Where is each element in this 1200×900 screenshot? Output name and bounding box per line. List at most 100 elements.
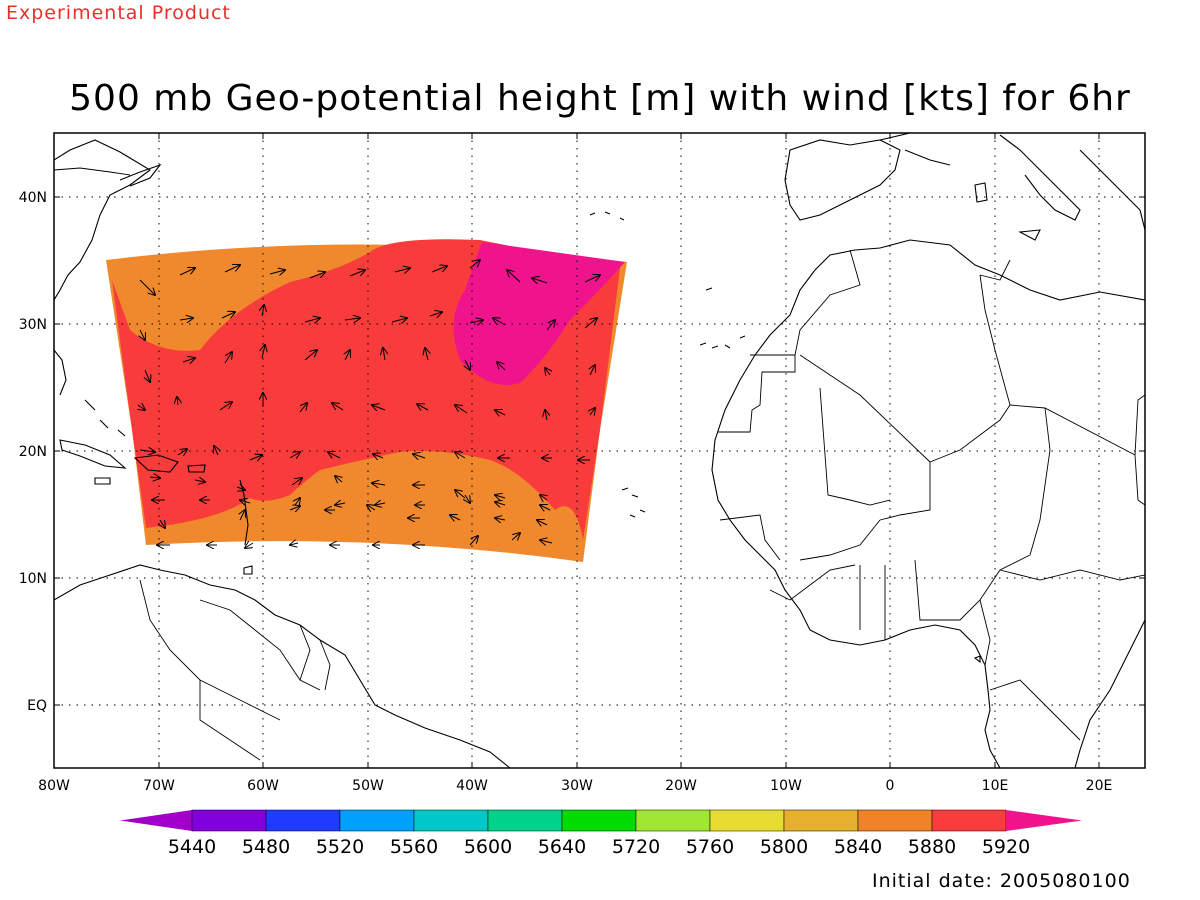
coast-canaries (699, 335, 746, 349)
colorbar-left-arrow (120, 810, 192, 831)
wind-arrow (495, 495, 506, 498)
wind-arrow (429, 312, 442, 316)
wind-arrow (224, 265, 240, 273)
wind-arrow (236, 487, 245, 490)
border-tunisia (979, 259, 1011, 281)
wind-arrow (344, 318, 360, 320)
coast-africa (711, 239, 1145, 768)
wind-arrow (383, 348, 385, 361)
coast-cuba (59, 439, 127, 469)
wind-arrow (139, 450, 155, 452)
coast-florida (54, 349, 67, 396)
longitude-labels: 80W 70W 60W 50W 40W 30W 20W 10W 0 10E 20E (38, 778, 1112, 794)
wind-arrow (269, 270, 285, 274)
coast-bioko (973, 655, 981, 664)
border-algeria-mali (799, 354, 931, 463)
wind-arrow (290, 543, 299, 545)
lat-label: EQ (27, 698, 47, 714)
wind-arrow (177, 397, 178, 406)
coast-cape-verde (621, 487, 646, 518)
wind-arrow (537, 520, 548, 525)
wind-arrow (455, 452, 466, 458)
border-guinea-ivory (769, 564, 856, 601)
wind-arrow (431, 266, 447, 273)
lon-label: 60W (247, 778, 279, 794)
wind-arrow (335, 476, 342, 482)
colorbar-segment (265, 809, 341, 832)
border-algeria-niger (929, 404, 1011, 463)
wind-arrow (497, 362, 506, 371)
lon-label: 20E (1086, 778, 1113, 794)
coast-lesser-antilles (239, 479, 249, 546)
coast-italy (999, 134, 1081, 221)
colorbar-segment (635, 809, 711, 832)
experimental-product-label: Experimental Product (6, 2, 231, 24)
wind-arrow (455, 405, 468, 414)
colorbar-level-label: 5600 (464, 836, 512, 858)
colorbar-labels: 5440 5480 5520 5560 5600 5640 5720 5760 5800 5840… (168, 836, 1030, 858)
lon-label: 50W (352, 778, 384, 794)
lon-label: 80W (38, 778, 70, 794)
border-sudan (1134, 454, 1145, 506)
border-gabon-congo (989, 679, 1081, 741)
wind-arrow (179, 318, 193, 320)
wind-arrow (511, 533, 520, 540)
wind-arrow (495, 410, 506, 415)
lon-label: 40W (456, 778, 488, 794)
wind-arrow (590, 365, 595, 376)
wind-arrow (391, 318, 407, 322)
border-car (999, 569, 1145, 581)
wind-arrow (300, 403, 307, 413)
border-morocco-algeria (750, 249, 861, 356)
wind-arrow (532, 278, 548, 283)
border-colombia (139, 579, 281, 721)
wind-arrow (194, 480, 205, 482)
wind-arrow (507, 270, 521, 283)
wind-arrow (149, 477, 160, 478)
wind-arrow (304, 318, 320, 322)
coast-trinidad (243, 565, 253, 575)
coast-sicily (1018, 229, 1041, 241)
border-brazil (199, 680, 261, 761)
wind-arrow (182, 358, 195, 362)
wind-arrow (584, 318, 597, 329)
wind-arrow (221, 312, 235, 318)
wind-arrow (465, 359, 470, 370)
wind-arrow (545, 368, 550, 375)
colorbar-segment (487, 809, 563, 832)
wind-arrow (179, 268, 195, 276)
wind-arrow (328, 452, 341, 458)
wind-arrow (584, 275, 600, 283)
country-borders (54, 167, 1145, 761)
colorbar-level-label: 5880 (908, 836, 956, 858)
border-senegal-guinea (719, 514, 781, 561)
colorbar-level-label: 5720 (612, 836, 660, 858)
wind-arrow (495, 502, 506, 505)
graticule (54, 133, 1145, 768)
wind-arrow (417, 404, 429, 410)
coastlines (54, 133, 1145, 768)
wind-arrow (309, 272, 325, 279)
wind-arrow (394, 268, 410, 272)
wind-arrow (367, 505, 376, 510)
coast-puerto-rico (187, 464, 206, 473)
colorbar-level-label: 5800 (760, 836, 808, 858)
colorbar-level-label: 5640 (538, 836, 586, 858)
coast-south-america (54, 564, 511, 768)
coast-iberia (784, 139, 901, 221)
wind-arrow (590, 408, 595, 415)
colorbar-segment (783, 809, 859, 832)
coast-east-africa (1074, 619, 1145, 768)
colorbar-level-label: 5840 (834, 836, 882, 858)
colorbar-segment (709, 809, 785, 832)
border-libya-egypt (1134, 394, 1145, 456)
wind-arrow (145, 369, 150, 382)
wind-arrow (177, 449, 187, 455)
wind-arrow (249, 455, 262, 460)
lat-label: 10N (19, 571, 47, 587)
border-libya-chad (1009, 404, 1136, 456)
wind-arrow (289, 452, 300, 458)
lon-label: 70W (143, 778, 175, 794)
border-nigeria (914, 554, 1031, 621)
colorbar-segment (931, 809, 1007, 832)
